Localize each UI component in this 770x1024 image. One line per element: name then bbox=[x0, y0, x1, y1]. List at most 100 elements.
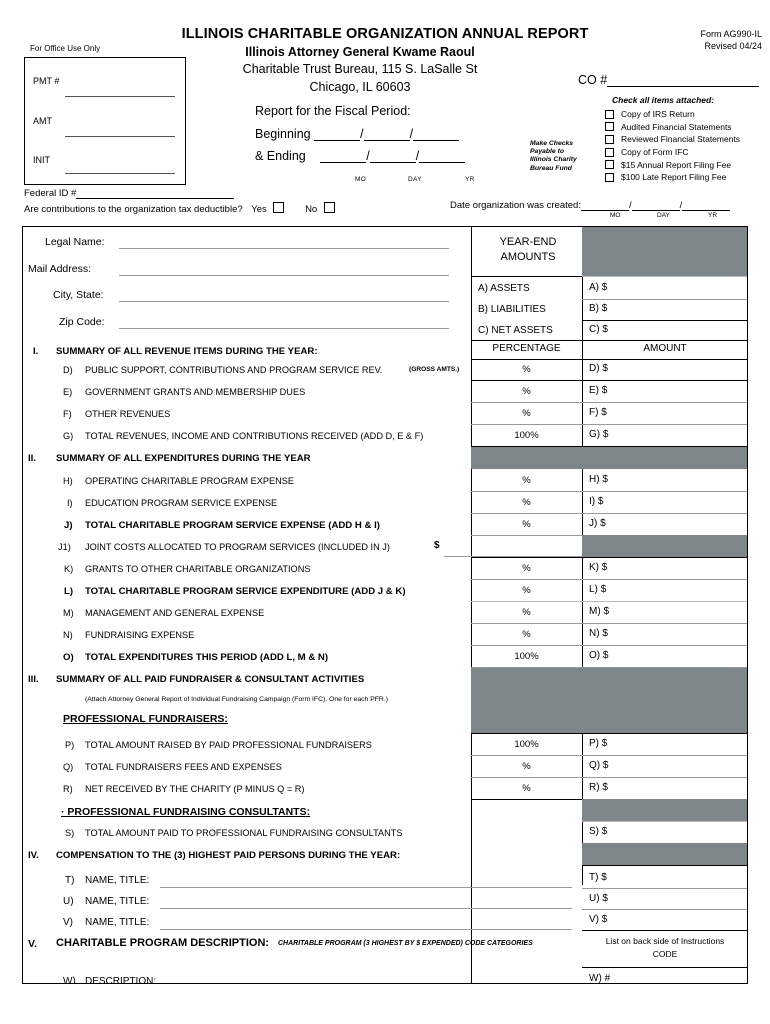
section-2-row-j-amount[interactable]: J) $ bbox=[589, 518, 606, 529]
tax-deductible-yes-label: Yes bbox=[251, 204, 267, 215]
office-init-input[interactable] bbox=[65, 173, 175, 174]
section-3-row-r-amount[interactable]: R) $ bbox=[589, 782, 608, 793]
co-number-input[interactable] bbox=[607, 74, 760, 87]
row-rule bbox=[471, 535, 582, 536]
section-3-row-r-percentage[interactable]: % bbox=[522, 783, 531, 794]
section-1-row-f-percentage[interactable]: % bbox=[522, 408, 531, 419]
office-amt-input[interactable] bbox=[65, 136, 175, 137]
checkbox-icon[interactable] bbox=[605, 134, 614, 144]
section-2-row-k-code: K) bbox=[64, 564, 74, 574]
section-2-row-l-code: L) bbox=[64, 586, 74, 597]
section-2-row-h-amount[interactable]: H) $ bbox=[589, 474, 608, 485]
section-4-row-t-amount[interactable]: T) $ bbox=[589, 872, 607, 883]
section-2-row-j1-code: J1) bbox=[58, 542, 71, 552]
section-2-row-o-amount[interactable]: O) $ bbox=[589, 650, 609, 661]
fiscal-ending-mo-input[interactable] bbox=[320, 150, 367, 163]
section-2-row-l-percentage[interactable]: % bbox=[522, 585, 531, 596]
section-2-row-n-amount[interactable]: N) $ bbox=[589, 628, 608, 639]
tax-deductible-yes-checkbox[interactable] bbox=[273, 202, 285, 213]
checklist-item-form-ifc[interactable]: Copy of Form IFC bbox=[605, 146, 740, 159]
year-end-netassets-amount[interactable]: C) $ bbox=[589, 324, 608, 335]
section-5-row-w-code-value[interactable]: W) # bbox=[589, 973, 611, 984]
section-3-row-p-percentage[interactable]: 100% bbox=[514, 739, 539, 750]
section-2-row-m-label: MANAGEMENT AND GENERAL EXPENSE bbox=[85, 608, 265, 618]
city-state-input[interactable] bbox=[119, 301, 449, 302]
section-4-row-v-amount[interactable]: V) $ bbox=[589, 914, 608, 925]
section-2-row-k-amount[interactable]: K) $ bbox=[589, 562, 608, 573]
section-3-row-p-amount[interactable]: P) $ bbox=[589, 738, 608, 749]
federal-id-input[interactable] bbox=[76, 186, 235, 199]
section-4-row-u-input[interactable] bbox=[160, 908, 572, 909]
tax-deductible-no-checkbox[interactable] bbox=[323, 202, 335, 213]
checkbox-icon[interactable] bbox=[605, 122, 614, 132]
section-4-row-v-label: NAME, TITLE: bbox=[85, 917, 150, 928]
section-3-row-q-percentage[interactable]: % bbox=[522, 761, 531, 772]
legal-name-input[interactable] bbox=[119, 248, 449, 249]
year-end-assets-amount[interactable]: A) $ bbox=[589, 282, 608, 293]
fiscal-ending-day-input[interactable] bbox=[369, 150, 416, 163]
date-created-day-input[interactable] bbox=[631, 198, 680, 211]
section-1-row-d-percentage[interactable]: % bbox=[522, 364, 531, 375]
section-2-row-l-amount[interactable]: L) $ bbox=[589, 584, 607, 595]
row-rule bbox=[471, 491, 747, 492]
section-4-row-u-label: NAME, TITLE: bbox=[85, 896, 150, 907]
year-end-gray-fill bbox=[582, 227, 747, 276]
section-1-row-g-percentage[interactable]: 100% bbox=[514, 430, 539, 441]
zip-code-input[interactable] bbox=[119, 328, 449, 329]
fiscal-beginning-mo-input[interactable] bbox=[314, 128, 361, 141]
section-2-row-m-percentage[interactable]: % bbox=[522, 607, 531, 618]
section-4-gray-fill bbox=[582, 843, 747, 865]
date-created-mo-input[interactable] bbox=[580, 198, 629, 211]
section-3-consult-gray bbox=[582, 799, 747, 821]
date-created-yr-input[interactable] bbox=[682, 198, 731, 211]
section-1-row-f-code: F) bbox=[63, 409, 72, 419]
section-2-row-m-code: M) bbox=[63, 608, 74, 618]
section-1-row-g-amount[interactable]: G) $ bbox=[589, 429, 609, 440]
checkbox-icon[interactable] bbox=[605, 160, 614, 170]
fiscal-ending-yr-input[interactable] bbox=[419, 150, 466, 163]
section-5-title: CHARITABLE PROGRAM DESCRIPTION: bbox=[56, 937, 270, 949]
section-2-row-n-label: FUNDRAISING EXPENSE bbox=[85, 630, 195, 640]
row-rule bbox=[582, 865, 747, 867]
section-3-subhead-fundraisers: PROFESSIONAL FUNDRAISERS: bbox=[63, 713, 228, 725]
year-end-liabilities-amount[interactable]: B) $ bbox=[589, 303, 608, 314]
section-2-row-h-percentage[interactable]: % bbox=[522, 475, 531, 486]
fiscal-beginning-yr-input[interactable] bbox=[413, 128, 460, 141]
row-rule bbox=[471, 446, 747, 448]
section-2-row-k-percentage[interactable]: % bbox=[522, 563, 531, 574]
checklist-item-annual-fee[interactable]: $15 Annual Report Filing Fee bbox=[605, 158, 740, 171]
make-checks-line: Payable to bbox=[530, 148, 564, 156]
section-4-row-v-input[interactable] bbox=[160, 929, 572, 930]
section-1-row-e-percentage[interactable]: % bbox=[522, 386, 531, 397]
section-2-row-m-amount[interactable]: M) $ bbox=[589, 606, 610, 617]
checklist-item-reviewed-financials[interactable]: Reviewed Financial Statements bbox=[605, 133, 740, 146]
office-pmt-input[interactable] bbox=[65, 96, 175, 97]
section-2-row-n-percentage[interactable]: % bbox=[522, 629, 531, 640]
checklist-item-audited-financials[interactable]: Audited Financial Statements bbox=[605, 121, 740, 134]
section-4-row-u-amount[interactable]: U) $ bbox=[589, 893, 608, 904]
checkbox-icon[interactable] bbox=[605, 147, 614, 157]
section-3-row-q-amount[interactable]: Q) $ bbox=[589, 760, 609, 771]
checkbox-icon[interactable] bbox=[605, 172, 614, 182]
section-1-row-e-amount[interactable]: E) $ bbox=[589, 385, 608, 396]
checklist-item-irs-return[interactable]: Copy of IRS Return bbox=[605, 108, 740, 121]
section-2-row-j-percentage[interactable]: % bbox=[522, 519, 531, 530]
section-4-row-t-code: T) bbox=[65, 875, 75, 886]
row-rule bbox=[471, 340, 747, 342]
section-2-row-j1-input[interactable] bbox=[444, 556, 582, 557]
section-2-row-o-percentage[interactable]: 100% bbox=[514, 651, 539, 662]
zip-code-label: Zip Code: bbox=[59, 316, 105, 328]
checklist-item-late-fee[interactable]: $100 Late Report Filing Fee bbox=[605, 171, 740, 184]
section-2-row-i-percentage[interactable]: % bbox=[522, 497, 531, 508]
section-1-row-f-amount[interactable]: F) $ bbox=[589, 407, 607, 418]
fiscal-beginning-day-input[interactable] bbox=[363, 128, 410, 141]
section-3-row-s-amount[interactable]: S) $ bbox=[589, 826, 608, 837]
section-4-row-t-input[interactable] bbox=[160, 887, 572, 888]
section-1-row-d-amount[interactable]: D) $ bbox=[589, 363, 608, 374]
section-4-title: COMPENSATION TO THE (3) HIGHEST PAID PER… bbox=[56, 850, 401, 861]
row-rule bbox=[471, 755, 747, 756]
mail-address-input[interactable] bbox=[119, 275, 449, 276]
section-3-gray-block bbox=[471, 668, 747, 712]
section-2-row-i-amount[interactable]: I) $ bbox=[589, 496, 604, 507]
checkbox-icon[interactable] bbox=[605, 109, 614, 119]
